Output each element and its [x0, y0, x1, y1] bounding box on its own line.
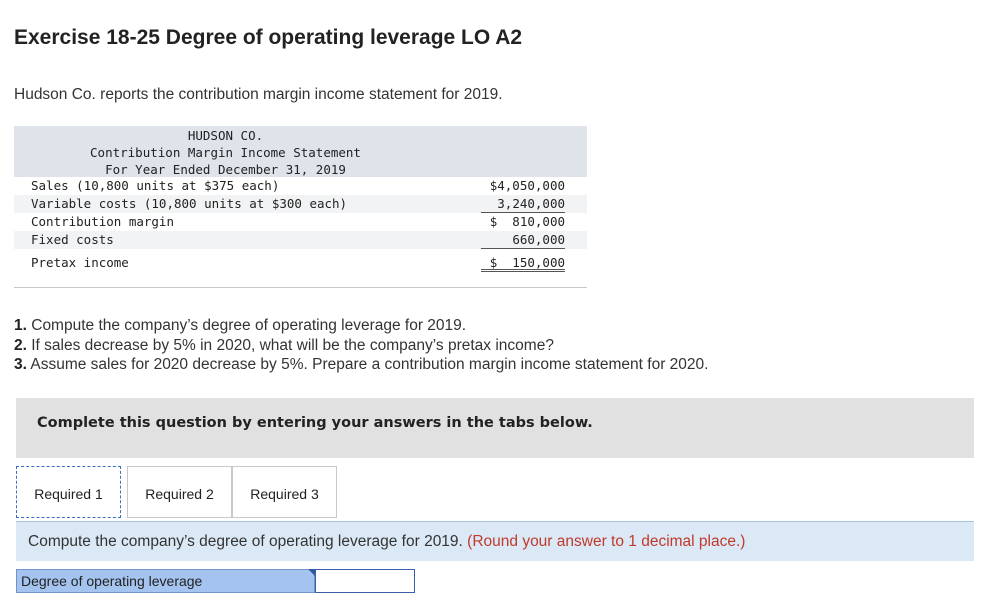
- row-value: $4,050,000: [489, 178, 565, 193]
- instruction-bar: Compute the company’s degree of operatin…: [16, 521, 974, 561]
- tab-required-1[interactable]: Required 1: [16, 466, 121, 518]
- row-label: Contribution margin: [31, 214, 174, 229]
- statement-row-sales: Sales (10,800 units at $375 each) $4,050…: [14, 177, 587, 195]
- statement-row-variable-costs: Variable costs (10,800 units at $300 eac…: [14, 195, 587, 213]
- row-value: $ 150,000: [481, 254, 565, 272]
- answer-label: Degree of operating leverage: [16, 569, 315, 593]
- question-list: 1. Compute the company’s degree of opera…: [14, 316, 708, 375]
- intro-text: Hudson Co. reports the contribution marg…: [14, 86, 503, 103]
- statement-name: Contribution Margin Income Statement: [90, 145, 361, 160]
- instruction-text: Compute the company’s degree of operatin…: [28, 533, 463, 550]
- question-item: 2. If sales decrease by 5% in 2020, what…: [14, 336, 554, 354]
- question-item: 3. Assume sales for 2020 decrease by 5%.…: [14, 356, 709, 373]
- tab-required-3[interactable]: Required 3: [232, 466, 337, 518]
- statement-header: HUDSON CO. Contribution Margin Income St…: [14, 126, 587, 177]
- row-value: $ 810,000: [489, 214, 565, 229]
- rounding-note: (Round your answer to 1 decimal place.): [467, 533, 746, 550]
- row-label: Variable costs (10,800 units at $300 eac…: [31, 196, 348, 211]
- company-name: HUDSON CO.: [187, 128, 264, 143]
- row-label: Pretax income: [31, 255, 129, 270]
- statement-row-fixed-costs: Fixed costs 660,000: [14, 231, 587, 249]
- row-value: 660,000: [481, 231, 565, 249]
- degree-of-operating-leverage-input[interactable]: [315, 569, 415, 593]
- answer-label-text: Degree of operating leverage: [21, 573, 203, 589]
- tab-required-2[interactable]: Required 2: [127, 466, 232, 518]
- page-title: Exercise 18-25 Degree of operating lever…: [14, 26, 523, 49]
- row-value: 3,240,000: [481, 195, 565, 213]
- answer-row: Degree of operating leverage: [16, 569, 415, 593]
- income-statement: HUDSON CO. Contribution Margin Income St…: [14, 126, 587, 288]
- row-label: Fixed costs: [31, 232, 114, 247]
- flag-icon: [308, 569, 315, 576]
- statement-row-pretax-income: Pretax income $ 150,000: [14, 254, 587, 272]
- statement-row-contribution-margin: Contribution margin $ 810,000: [14, 213, 587, 231]
- row-label: Sales (10,800 units at $375 each): [31, 178, 280, 193]
- question-item: 1. Compute the company’s degree of opera…: [14, 317, 467, 334]
- statement-period: For Year Ended December 31, 2019: [105, 162, 346, 177]
- complete-question-banner: Complete this question by entering your …: [16, 398, 974, 458]
